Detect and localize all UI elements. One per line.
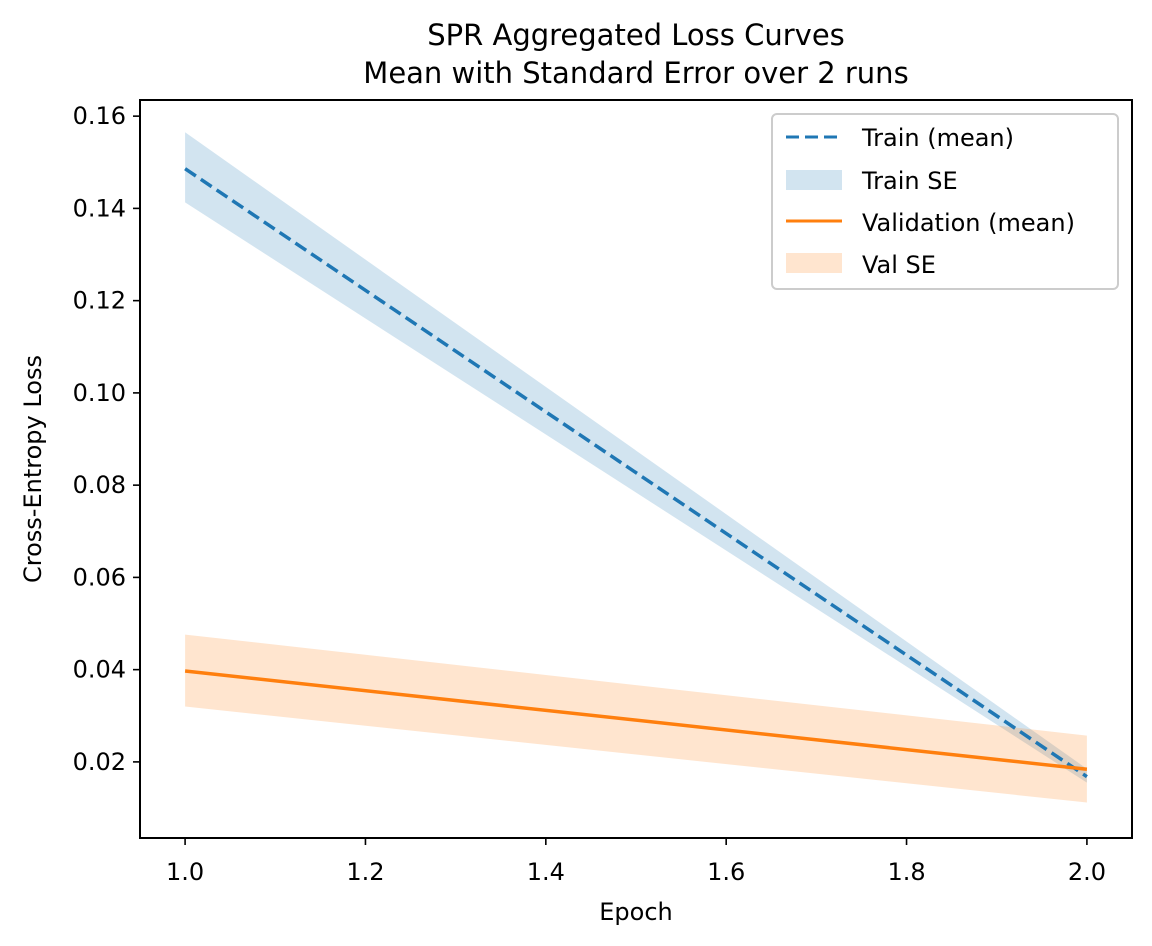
legend-val-se-swatch <box>786 253 842 273</box>
y-tick-label: 0.02 <box>73 748 126 776</box>
x-tick-label: 1.4 <box>527 858 565 886</box>
legend: Train (mean) Train SE Validation (mean) … <box>771 113 1119 290</box>
x-tick-label: 1.0 <box>166 858 204 886</box>
legend-box <box>771 113 1119 290</box>
y-tick-label: 0.06 <box>73 563 126 591</box>
axes-frame <box>139 99 1133 839</box>
legend-train-se-label: Train SE <box>861 167 958 195</box>
legend-train-mean-label: Train (mean) <box>861 124 1014 152</box>
x-axis-label: Epoch <box>599 898 673 926</box>
train-se-band <box>185 132 1087 783</box>
y-tick-label: 0.16 <box>73 102 126 130</box>
y-tick-label: 0.12 <box>73 287 126 315</box>
chart-title: SPR Aggregated Loss Curves <box>427 18 845 52</box>
y-axis-label: Cross-Entropy Loss <box>19 355 47 583</box>
x-tick-label: 1.2 <box>346 858 384 886</box>
series-lines <box>184 167 1088 779</box>
train-mean-line <box>184 167 1088 779</box>
x-tick-label: 1.8 <box>887 858 925 886</box>
legend-val-se-label: Val SE <box>862 251 936 279</box>
y-tick-label: 0.04 <box>73 656 126 684</box>
legend-train-se-swatch <box>786 170 842 190</box>
x-tick-label: 2.0 <box>1068 858 1106 886</box>
legend-validation-mean-label: Validation (mean) <box>862 209 1075 237</box>
chart-subtitle: Mean with Standard Error over 2 runs <box>363 56 908 90</box>
plot-area <box>184 132 1088 803</box>
y-tick-label: 0.10 <box>73 379 126 407</box>
y-tick-label: 0.08 <box>73 471 126 499</box>
y-axis-ticks: 0.02 0.04 0.06 0.08 0.10 0.12 0.14 0.16 <box>73 102 140 776</box>
validation-mean-line <box>184 669 1088 772</box>
y-tick-label: 0.14 <box>73 194 126 222</box>
x-axis-ticks: 1.0 1.2 1.4 1.6 1.8 2.0 <box>166 838 1106 886</box>
x-tick-label: 1.6 <box>707 858 745 886</box>
